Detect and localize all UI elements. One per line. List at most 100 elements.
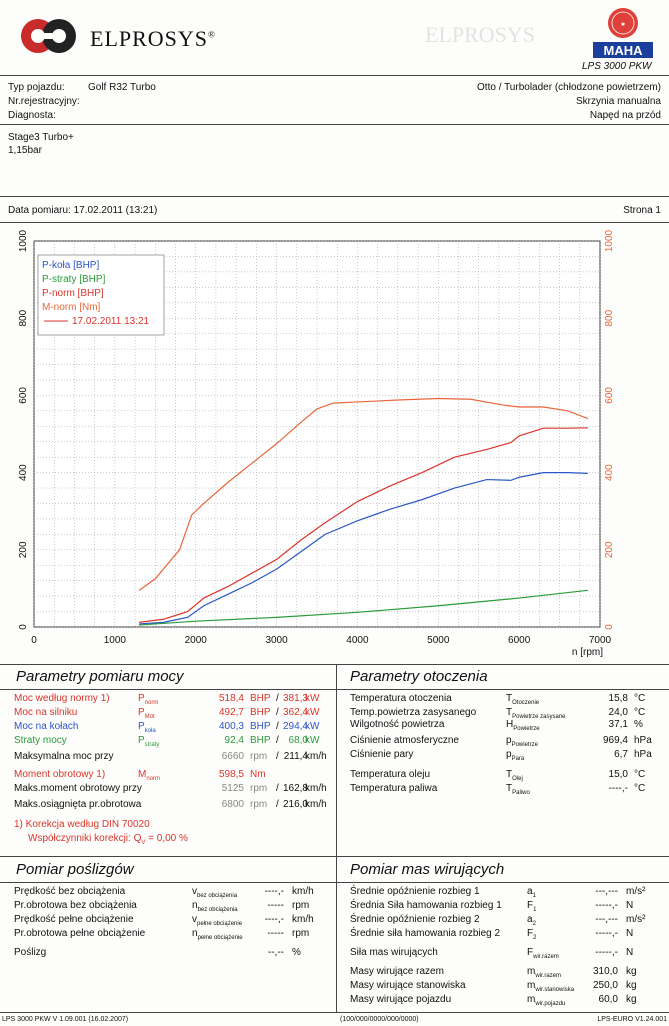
inertia-row-label: Siła mas wirujących (350, 947, 438, 958)
x-tick-label: 1000 (104, 635, 127, 646)
inertia-row-unit: kg (626, 994, 637, 1005)
power-row-separator: / (276, 693, 279, 704)
power-row-value-2: 362,4 (282, 707, 308, 718)
product-model: LPS 3000 PKW (582, 61, 652, 72)
drive: Napęd na przód (589, 110, 661, 121)
y-tick-label-right: 600 (604, 387, 615, 404)
diagnostician-label: Diagnosta: (8, 110, 56, 121)
inertia-row-symbol: F1 (527, 900, 537, 913)
power-row-value-1: 400,3 (218, 721, 244, 732)
power-row-value-1: 598,5 (218, 769, 244, 780)
registration-label: Nr.rejestracyjny: (8, 96, 80, 107)
power-row-label: Moc na kołach (14, 721, 79, 732)
inertia-row-value: -----,- (595, 947, 618, 958)
ambient-row-unit: hPa (634, 735, 652, 746)
slip-title: Pomiar poślizgów (16, 861, 134, 878)
ambient-row-unit: °C (634, 693, 646, 704)
power-row-separator: / (276, 783, 279, 794)
x-tick-label: 0 (31, 635, 37, 646)
power-row-value-1: 518,4 (218, 693, 244, 704)
power-row-label: Moc według normy 1) (14, 693, 110, 704)
power-row-unit-1: Nm (250, 769, 266, 780)
y-tick-label-left: 600 (18, 387, 29, 404)
inertia-row-value: ---,--- (595, 886, 618, 897)
power-params-title: Parametry pomiaru mocy (16, 668, 184, 685)
slip-row-unit: km/h (292, 886, 314, 897)
inertia-row-symbol: mwir.pojazdu (527, 994, 566, 1007)
power-row-label: Straty mocy (14, 735, 67, 746)
power-row-unit-1: BHP (250, 721, 271, 732)
ambient-row-symbol: pPara (506, 749, 525, 762)
y-tick-label-right: 200 (604, 541, 615, 558)
vehicle-type-value: Golf R32 Turbo (88, 82, 156, 93)
slip-row-symbol: npełne obciążenie (192, 928, 243, 941)
power-row-separator: / (276, 751, 279, 762)
ambient-row-unit: °C (634, 783, 646, 794)
power-row-label: Moment obrotowy 1) (14, 769, 106, 780)
inertia-row-label: Średnie siła hamowania rozbieg 2 (350, 928, 501, 939)
inertia-row-value: -----,- (595, 900, 618, 911)
footer-right: LPS-EURO V1.24.001 (597, 1016, 667, 1023)
y-tick-label-left: 1000 (18, 229, 29, 252)
slip-row-value: --,-- (267, 947, 284, 958)
inertia-row-unit: m/s² (626, 886, 646, 897)
slip-row-symbol: vpełne obciążenie (192, 914, 243, 927)
gearbox: Skrzynia manualna (575, 96, 661, 107)
inertia-row-value: 310,0 (592, 966, 618, 977)
ambient-row-symbol: TPowietrze zasysane (506, 707, 566, 720)
inertia-row-value: 60,0 (598, 994, 618, 1005)
y-tick-label-left: 0 (18, 624, 29, 630)
ambient-row-value: 15,0 (608, 769, 628, 780)
inertia-row-label: Masy wirujące razem (350, 966, 444, 977)
power-row-separator: / (276, 721, 279, 732)
ambient-row-unit: °C (634, 769, 646, 780)
slip-row-symbol: nbez obciążenia (192, 900, 238, 913)
x-tick-label: 4000 (346, 635, 369, 646)
series-line-4 (138, 397, 589, 591)
ambient-row-symbol: TPaliwo (506, 783, 530, 796)
power-row-value-1: 5125 (221, 783, 244, 794)
power-row-unit-1: BHP (250, 693, 271, 704)
ambient-row-symbol: pPowietrze (506, 735, 538, 748)
note-line-2: 1,15bar (8, 145, 42, 156)
power-row-symbol: Pnorm (138, 693, 159, 706)
ambient-row-label: Temperatura otoczenia (350, 693, 452, 704)
power-row-unit-2: km/h (305, 799, 327, 810)
inertia-row-unit: N (626, 900, 634, 911)
power-row-unit-2: kW (305, 721, 320, 732)
slip-row-value: ----,- (264, 886, 284, 897)
ambient-row-unit: °C (634, 707, 646, 718)
slip-row-symbol: vbez obciążenia (192, 886, 238, 899)
power-row-value-1: 6800 (221, 799, 244, 810)
y-tick-label-left: 800 (18, 309, 29, 326)
ambient-row-label: Temperatura oleju (350, 769, 431, 780)
series-line-2 (139, 589, 588, 626)
inertia-row-label: Masy wirujące pojazdu (350, 994, 452, 1005)
power-row-unit-1: BHP (250, 735, 271, 746)
inertia-row-label: Średnie opóźnienie rozbieg 1 (350, 886, 480, 897)
inertia-row-unit: N (626, 947, 634, 958)
inertia-row-symbol: mwir.razem (527, 966, 562, 979)
y-tick-label-right: 800 (604, 309, 615, 326)
power-row-label: Maks.moment obrotowy przy (14, 783, 142, 794)
power-row-value-1: 6660 (221, 751, 244, 762)
inertia-row-symbol: a2 (527, 914, 536, 927)
inertia-row-value: -----,- (595, 928, 618, 939)
ambient-row-value: 969,4 (602, 735, 628, 746)
ambient-row-label: Wilgotność powietrza (350, 719, 445, 730)
x-tick-label: 7000 (589, 635, 612, 646)
power-row-unit-1: BHP (250, 707, 271, 718)
power-row-value-2: 211,4 (283, 751, 308, 762)
inertia-row-label: Średnie opóźnienie rozbieg 2 (350, 914, 480, 925)
page-number: Strona 1 (623, 205, 661, 216)
ambient-row-value: 37,1 (608, 719, 628, 730)
ambient-row-unit: hPa (634, 749, 652, 760)
power-row-value-2: 68,0 (288, 735, 308, 746)
inertia-row-symbol: mwir.stanowiska (527, 980, 575, 993)
measurement-date: Data pomiaru: 17.02.2011 (13:21) (8, 205, 158, 216)
power-row-separator: / (276, 707, 279, 718)
power-row-unit-2: km/h (305, 783, 327, 794)
ambient-row-label: Temperatura paliwa (350, 783, 438, 794)
footer-center: (100/000/0000/000/0000) (340, 1016, 419, 1023)
